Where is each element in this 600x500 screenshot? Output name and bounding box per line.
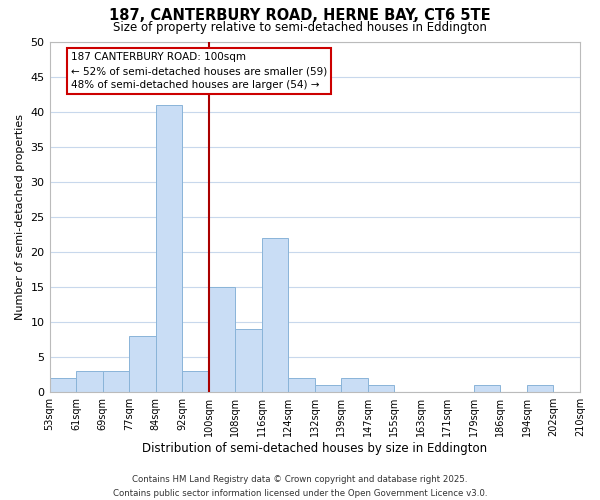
Text: 187, CANTERBURY ROAD, HERNE BAY, CT6 5TE: 187, CANTERBURY ROAD, HERNE BAY, CT6 5TE: [109, 8, 491, 22]
Bar: [129, 336, 155, 392]
Bar: [368, 385, 394, 392]
Bar: [103, 371, 129, 392]
X-axis label: Distribution of semi-detached houses by size in Eddington: Distribution of semi-detached houses by …: [142, 442, 487, 455]
Bar: [155, 104, 182, 392]
Text: Contains HM Land Registry data © Crown copyright and database right 2025.
Contai: Contains HM Land Registry data © Crown c…: [113, 476, 487, 498]
Bar: [341, 378, 368, 392]
Bar: [235, 329, 262, 392]
Bar: [262, 238, 288, 392]
Bar: [209, 287, 235, 392]
Text: Size of property relative to semi-detached houses in Eddington: Size of property relative to semi-detach…: [113, 21, 487, 34]
Bar: [288, 378, 315, 392]
Bar: [315, 385, 341, 392]
Bar: [76, 371, 103, 392]
Bar: [182, 371, 209, 392]
Bar: [50, 378, 76, 392]
Bar: [527, 385, 553, 392]
Y-axis label: Number of semi-detached properties: Number of semi-detached properties: [15, 114, 25, 320]
Text: 187 CANTERBURY ROAD: 100sqm
← 52% of semi-detached houses are smaller (59)
48% o: 187 CANTERBURY ROAD: 100sqm ← 52% of sem…: [71, 52, 327, 90]
Bar: [474, 385, 500, 392]
